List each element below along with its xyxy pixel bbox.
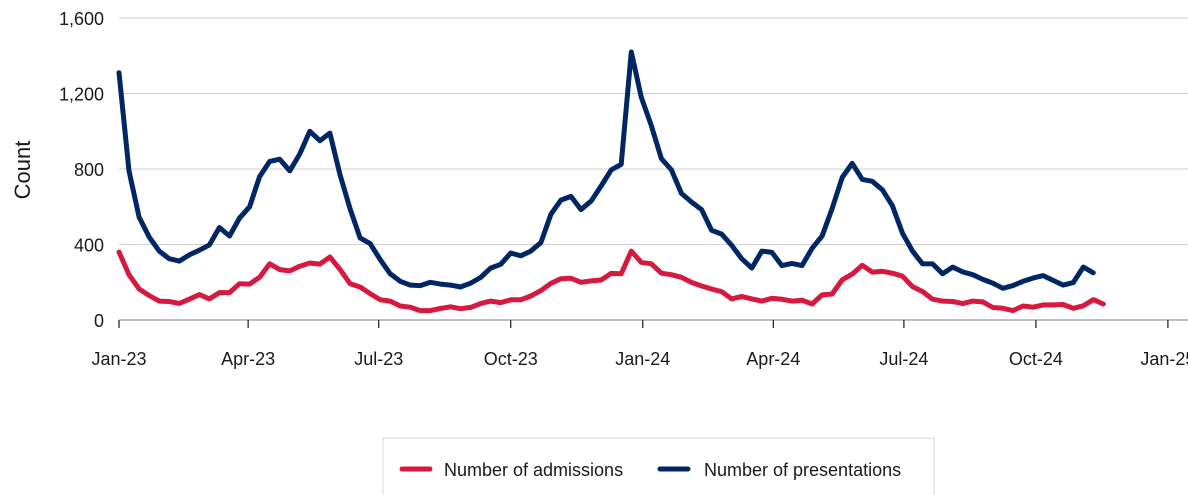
x-tick-label: Apr-23: [221, 349, 275, 369]
legend: Number of admissions Number of presentati…: [382, 437, 935, 495]
tick-labels: 0 400 800 1,200 1,600 Jan-23 Apr-23 Jul-23 Oct-2…: [59, 9, 1188, 369]
axes: [118, 319, 1188, 328]
series-group: [116, 49, 1106, 314]
x-tick-label: Jan-23: [91, 349, 146, 369]
x-tick-label: Jul-24: [879, 349, 928, 369]
x-tick-label: Jul-23: [354, 349, 403, 369]
legend-box: [382, 437, 935, 495]
x-tick-label: Jan-24: [615, 349, 670, 369]
grid-lines: [119, 17, 1188, 245]
series-line-presentations: [116, 49, 1096, 291]
x-tick-label: Oct-23: [484, 349, 538, 369]
x-tick-label: Apr-24: [746, 349, 800, 369]
y-tick-label: 400: [74, 236, 104, 256]
legend-label: Number of presentations: [704, 460, 901, 480]
y-tick-label: 1,600: [59, 9, 104, 29]
y-tick-label: 0: [94, 311, 104, 331]
series-line-admissions: [116, 248, 1106, 314]
legend-label: Number of admissions: [444, 460, 623, 480]
y-tick-label: 800: [74, 160, 104, 180]
y-axis-title: Count: [10, 141, 35, 200]
x-tick-label: Jan-25: [1140, 349, 1188, 369]
x-tick-label: Oct-24: [1009, 349, 1063, 369]
y-tick-label: 1,200: [59, 85, 104, 105]
